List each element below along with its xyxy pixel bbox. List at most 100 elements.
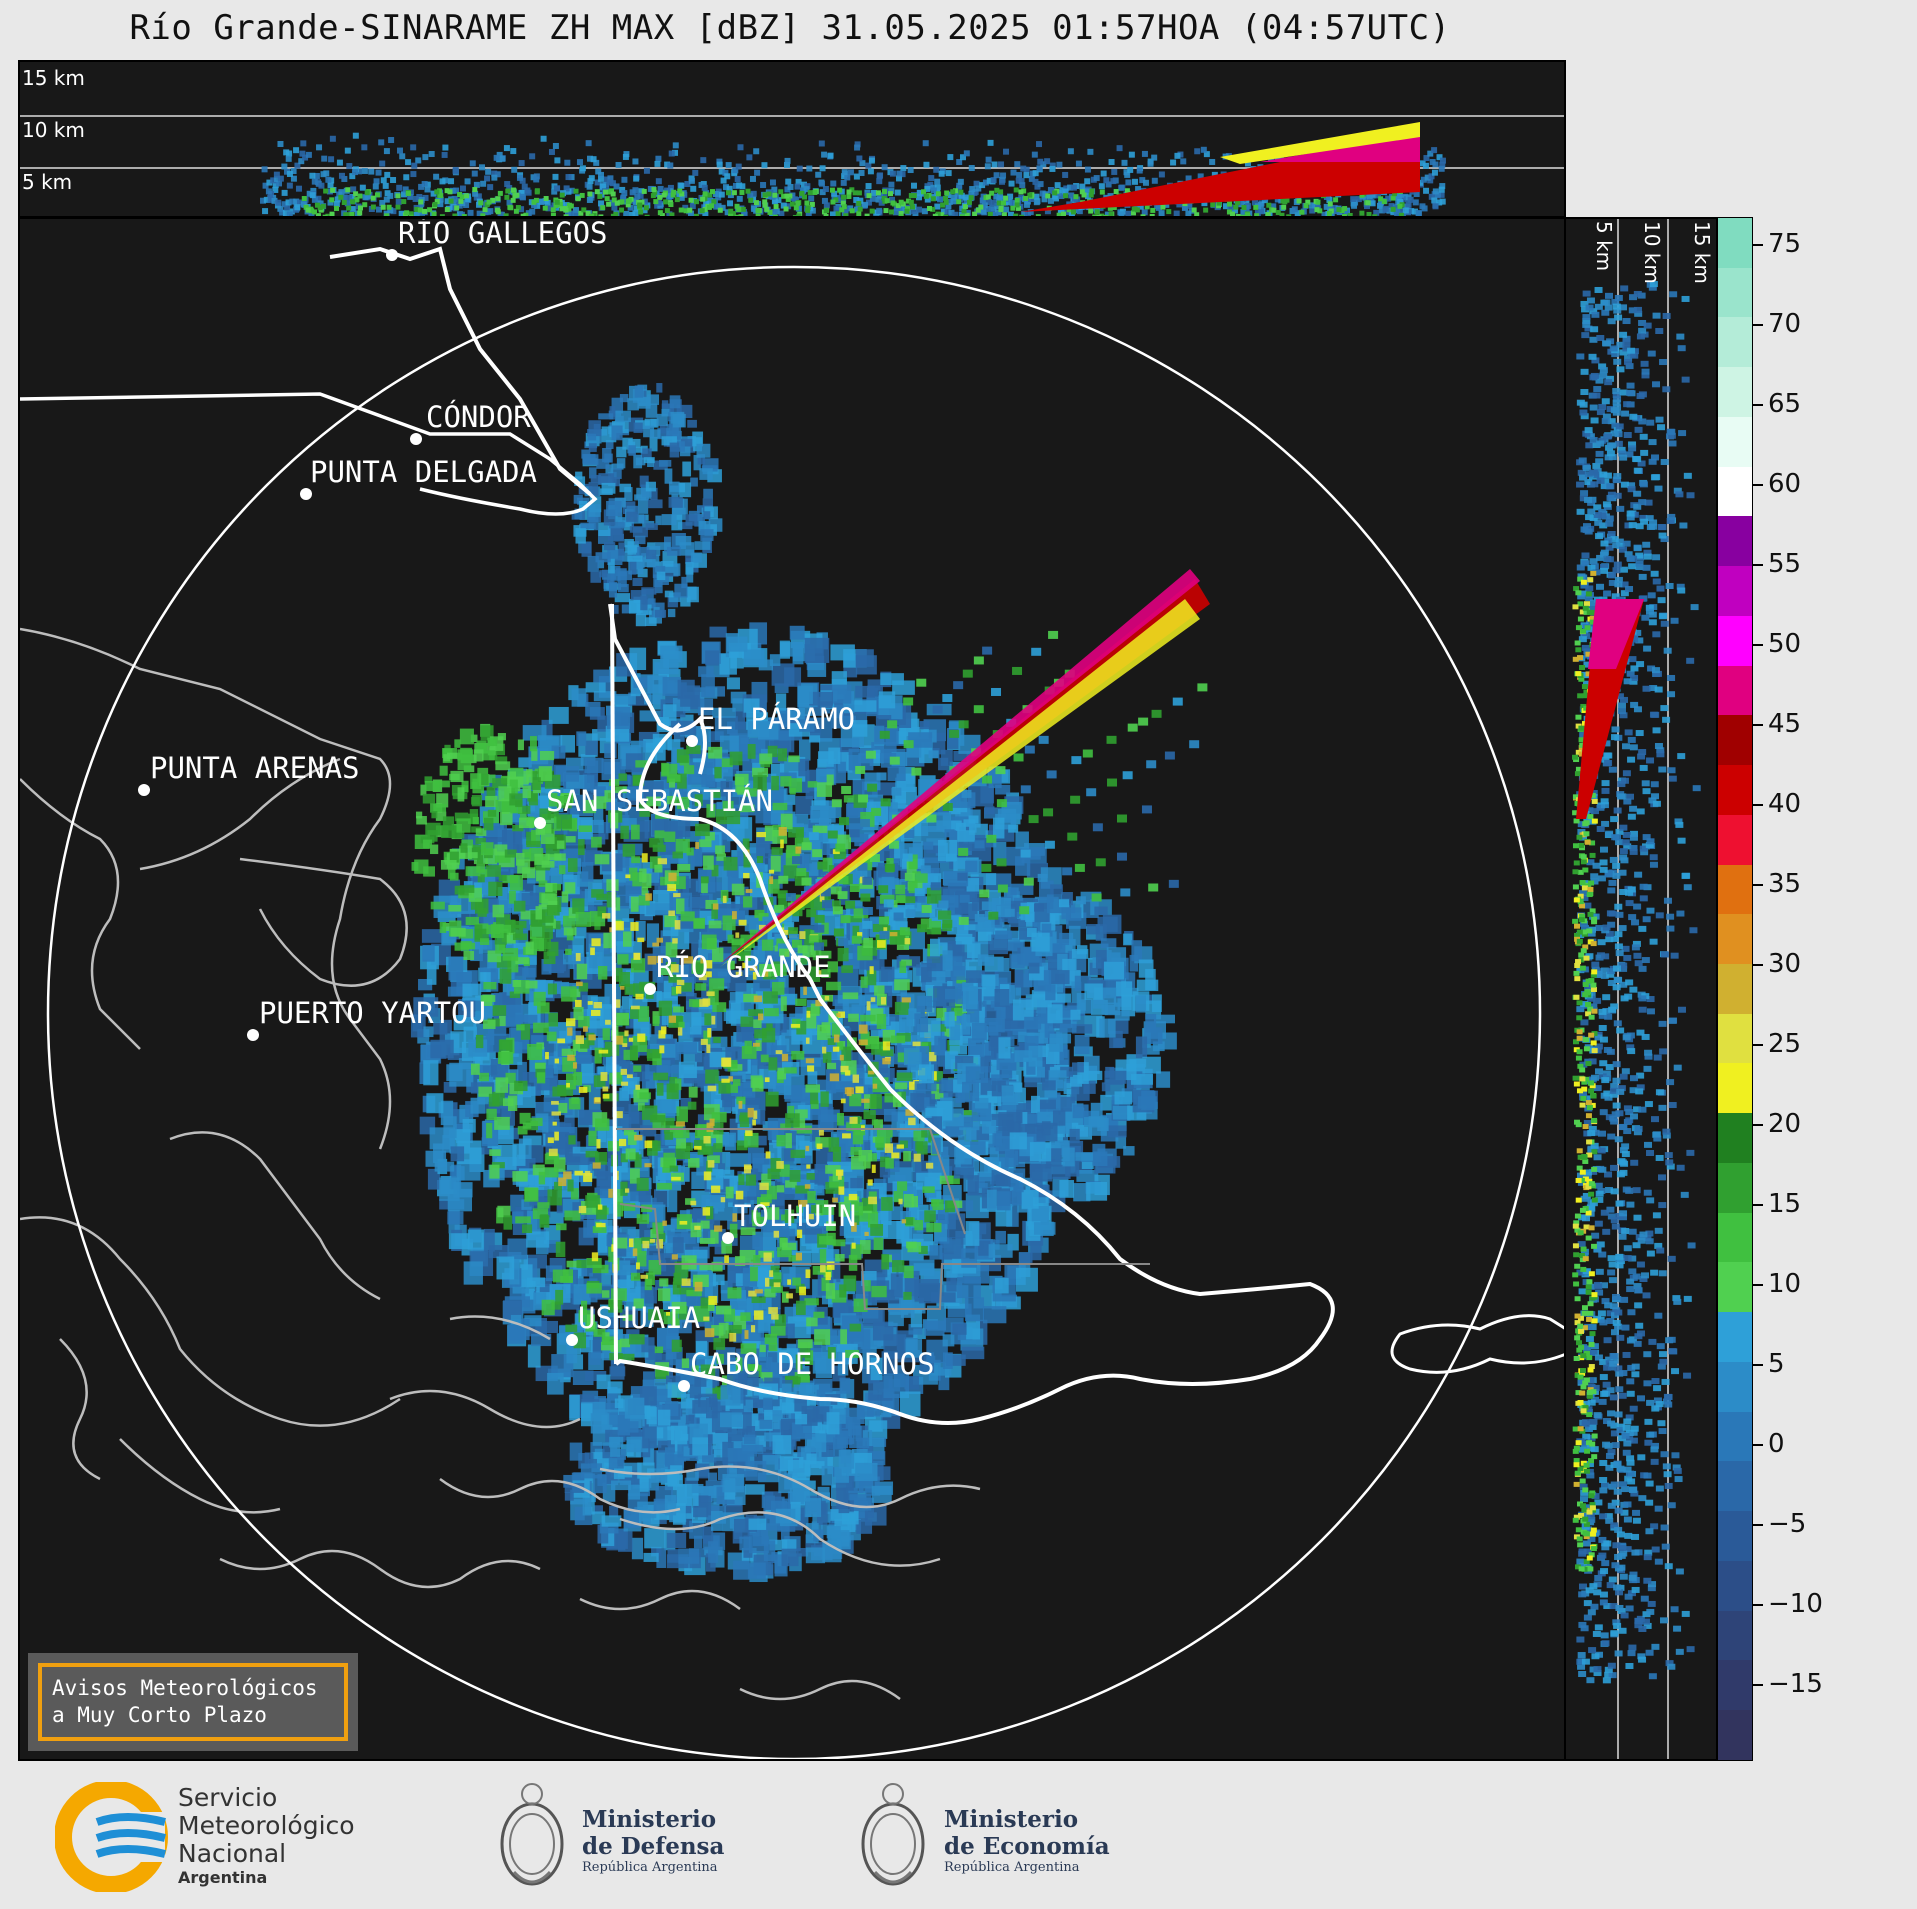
economia-line-1: Ministerio bbox=[944, 1806, 1079, 1833]
colorbar-segment bbox=[1718, 964, 1752, 1014]
city-label: CÓNDOR bbox=[426, 400, 531, 434]
colorbar-segment bbox=[1718, 615, 1752, 666]
colorbar-tick bbox=[1753, 484, 1763, 486]
top-cross-section-plot bbox=[20, 115, 1564, 216]
colorbar-tick-label: −10 bbox=[1768, 1589, 1823, 1619]
city-markers: RÍO GALLEGOS CÓNDOR PUNTA DELGADA EL PÁRAMO… bbox=[138, 219, 934, 1392]
top-cross-section-echo bbox=[260, 122, 1446, 216]
colorbar-segment bbox=[1718, 1312, 1752, 1362]
city-marker bbox=[722, 1232, 734, 1244]
city-marker bbox=[410, 433, 422, 445]
colorbar-segment bbox=[1718, 1511, 1752, 1561]
colorbar-segment bbox=[1718, 317, 1752, 368]
colorbar-tick-label: 20 bbox=[1768, 1109, 1802, 1139]
colorbar-tick bbox=[1753, 1124, 1763, 1126]
colorbar-segment bbox=[1718, 914, 1752, 965]
radar-map[interactable]: RÍO GALLEGOS CÓNDOR PUNTA DELGADA EL PÁRAMO… bbox=[20, 219, 1566, 1761]
colorbar-tick-label: 70 bbox=[1768, 309, 1802, 339]
city-marker bbox=[300, 488, 312, 500]
colorbar bbox=[1717, 217, 1753, 1761]
colorbar-tick-label: 5 bbox=[1768, 1349, 1785, 1379]
colorbar-segment bbox=[1718, 1411, 1752, 1462]
city-marker bbox=[386, 249, 398, 261]
smn-logo-icon bbox=[55, 1782, 168, 1892]
side-height-label-15: 15 km bbox=[1690, 221, 1714, 284]
colorbar-tick-label: 0 bbox=[1768, 1429, 1785, 1459]
colorbar-tick-label: 65 bbox=[1768, 389, 1802, 419]
colorbar-tick-label: 40 bbox=[1768, 789, 1802, 819]
colorbar-tick bbox=[1753, 1444, 1763, 1446]
colorbar-tick-label: 60 bbox=[1768, 469, 1802, 499]
economia-line-3: República Argentina bbox=[944, 1860, 1080, 1875]
colorbar-tick bbox=[1753, 1044, 1763, 1046]
radar-range-ring bbox=[46, 265, 1542, 1759]
colorbar-tick bbox=[1753, 724, 1763, 726]
colorbar-tick bbox=[1753, 804, 1763, 806]
side-cross-section-plot bbox=[1572, 219, 1701, 1759]
borders bbox=[20, 246, 1564, 1425]
avisos-line-1: Avisos Meteorológicos bbox=[52, 1676, 318, 1700]
colorbar-segment bbox=[1718, 1262, 1752, 1313]
colorbar-segment bbox=[1718, 1560, 1752, 1611]
smn-line-1: Servicio bbox=[178, 1783, 278, 1812]
city-label: PUERTO YARTOU bbox=[259, 996, 486, 1030]
side-height-label-5: 5 km bbox=[1592, 221, 1616, 272]
colorbar-segment bbox=[1718, 367, 1752, 417]
colorbar-segment bbox=[1718, 416, 1752, 467]
colorbar-segment bbox=[1718, 864, 1752, 915]
chart-title: Río Grande-SINARAME ZH MAX [dBZ] 31.05.2… bbox=[129, 8, 1451, 48]
colorbar-tick bbox=[1753, 644, 1763, 646]
smn-line-4: Argentina bbox=[178, 1868, 268, 1887]
colorbar-tick bbox=[1753, 1284, 1763, 1286]
colorbar-tick bbox=[1753, 324, 1763, 326]
colorbar-tick bbox=[1753, 1684, 1763, 1686]
colorbar-segment bbox=[1718, 765, 1752, 815]
defensa-seal-icon bbox=[500, 1783, 564, 1886]
colorbar-segment bbox=[1718, 665, 1752, 716]
colorbar-segment bbox=[1718, 1162, 1752, 1213]
colorbar-tick bbox=[1753, 884, 1763, 886]
city-label: EL PÁRAMO bbox=[698, 702, 855, 736]
colorbar-segment bbox=[1718, 1710, 1752, 1760]
colorbar-tick bbox=[1753, 964, 1763, 966]
city-marker bbox=[138, 784, 150, 796]
city-marker bbox=[686, 735, 698, 747]
city-marker bbox=[678, 1380, 690, 1392]
colorbar-tick bbox=[1753, 1604, 1763, 1606]
colorbar-segment bbox=[1718, 715, 1752, 766]
colorbar-tick bbox=[1753, 564, 1763, 566]
defensa-line-2: de Defensa bbox=[582, 1833, 725, 1860]
colorbar-tick-label: −5 bbox=[1768, 1509, 1807, 1539]
top-height-label-10: 10 km bbox=[22, 118, 85, 142]
colorbar-tick-label: 10 bbox=[1768, 1269, 1802, 1299]
city-label: CABO DE HORNOS bbox=[690, 1347, 934, 1381]
city-label: SAN SEBASTIÁN bbox=[546, 784, 773, 818]
footer: Servicio Meteorológico Nacional Argentin… bbox=[0, 1762, 1917, 1909]
colorbar-segment bbox=[1718, 1461, 1752, 1512]
colorbar-tick bbox=[1753, 1524, 1763, 1526]
colorbar-tick-label: −15 bbox=[1768, 1669, 1823, 1699]
city-marker bbox=[566, 1334, 578, 1346]
top-cross-section-panel: 15 km 10 km 5 km bbox=[18, 60, 1566, 218]
defensa-line-1: Ministerio bbox=[582, 1806, 717, 1833]
colorbar-tick-label: 75 bbox=[1768, 229, 1802, 259]
economia-seal-icon bbox=[861, 1783, 925, 1886]
colorbar-segment bbox=[1718, 516, 1752, 567]
city-label: USHUAIA bbox=[578, 1301, 700, 1335]
city-label: PUNTA ARENAS bbox=[150, 751, 360, 785]
colorbar-tick-label: 25 bbox=[1768, 1029, 1802, 1059]
side-cross-section-echo bbox=[1572, 281, 1701, 1684]
colorbar-tick bbox=[1753, 1364, 1763, 1366]
economia-line-2: de Economía bbox=[944, 1833, 1110, 1860]
reflectivity-echoes bbox=[410, 383, 1210, 1583]
provincial-borders bbox=[616, 1128, 1150, 1310]
radar-map-panel[interactable]: RÍO GALLEGOS CÓNDOR PUNTA DELGADA EL PÁRAMO… bbox=[18, 217, 1566, 1761]
colorbar-tick bbox=[1753, 244, 1763, 246]
colorbar-segment bbox=[1718, 814, 1752, 865]
top-height-label-5: 5 km bbox=[22, 170, 73, 194]
colorbar-segment bbox=[1718, 1063, 1752, 1114]
city-marker bbox=[644, 983, 656, 995]
colorbar-segment bbox=[1718, 267, 1752, 318]
city-label: PUNTA DELGADA bbox=[310, 455, 537, 489]
avisos-badge[interactable]: Avisos Meteorológicos a Muy Corto Plazo bbox=[28, 1653, 358, 1751]
